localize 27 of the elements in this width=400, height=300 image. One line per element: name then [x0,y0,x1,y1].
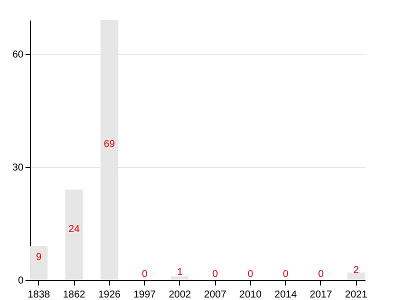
x-tick-label: 2007 [204,290,227,300]
x-tick-label: 1926 [98,290,121,300]
x-tick-label: 2014 [274,290,298,300]
data-label: 1 [177,267,184,278]
data-label: 24 [68,224,80,235]
data-label: 9 [36,252,42,264]
bar [347,272,365,280]
data-label: 0 [212,269,218,280]
y-tick-label: 30 [12,162,24,174]
data-label: 0 [248,269,254,280]
data-label: 0 [282,269,289,280]
x-tick-label: 1862 [62,290,86,300]
data-label: 0 [142,269,148,280]
x-tick-label: 2021 [345,290,368,300]
x-tick-label: 1997 [133,290,156,300]
x-tick-label: 2002 [168,290,192,300]
x-tick-label: 1838 [28,290,50,300]
x-tick-label: 2017 [310,290,332,300]
y-tick-label: 60 [12,49,24,60]
data-label: 0 [318,269,324,280]
bar [171,276,189,280]
data-label: 2 [353,265,360,276]
bar [65,190,83,280]
data-label: 69 [104,139,116,150]
bar [30,246,48,280]
x-tick-label: 2010 [239,290,262,300]
y-tick-label: 0 [18,276,24,286]
